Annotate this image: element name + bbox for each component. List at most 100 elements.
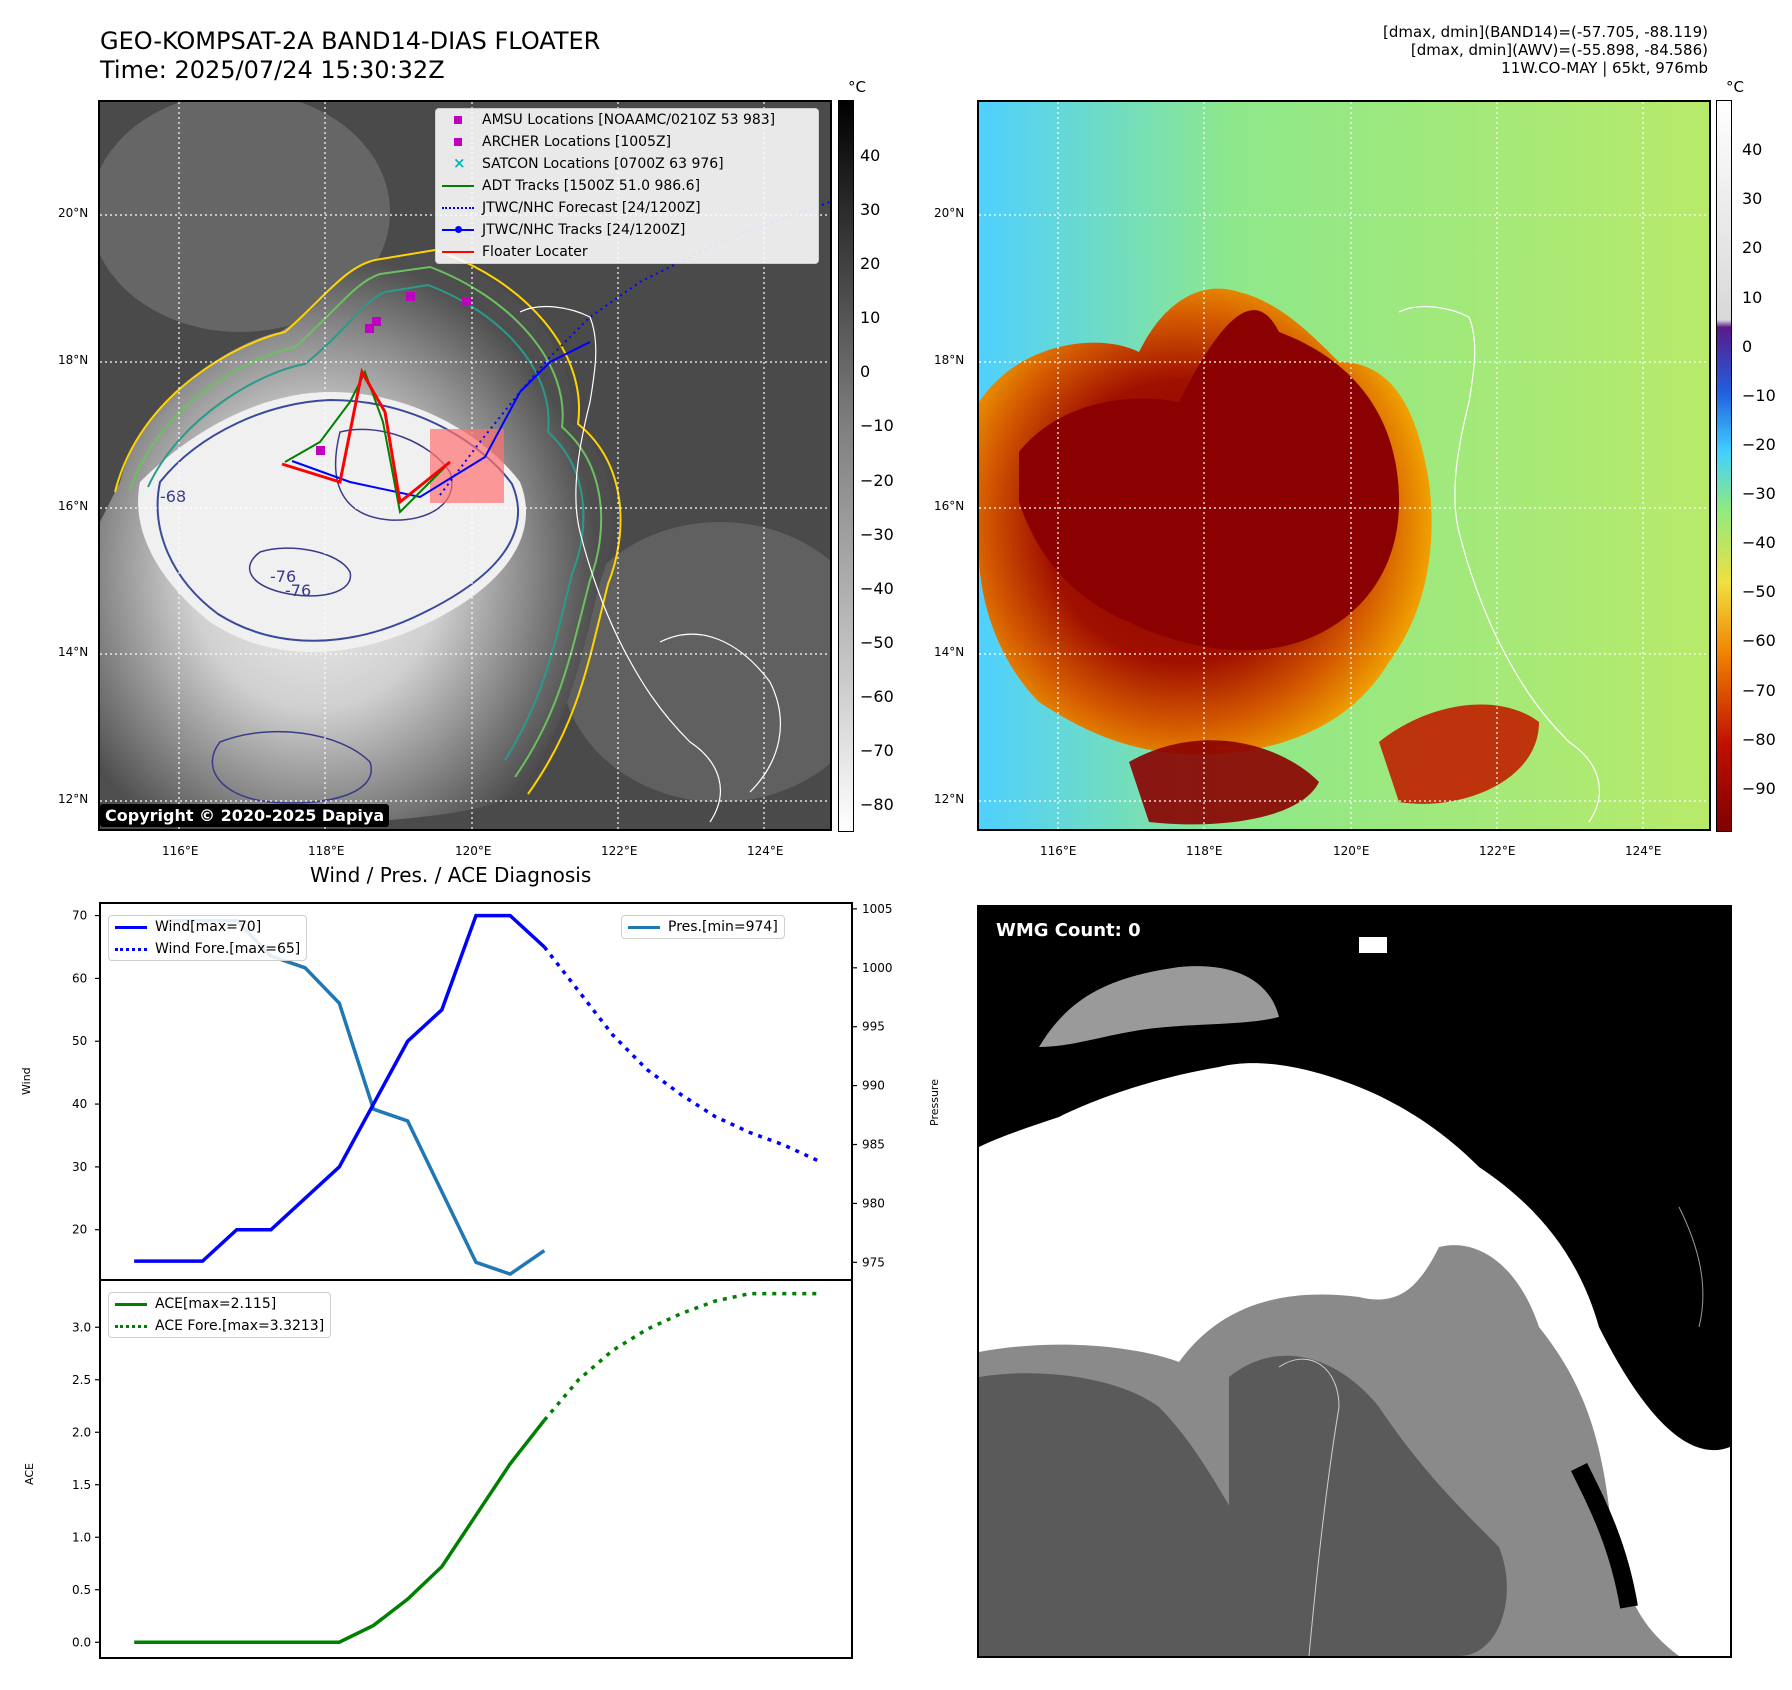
contour-label: -68 [160,487,186,506]
colorbar-tick-label: −50 [1742,582,1776,602]
pressure-tick-label: 1005 [862,902,893,916]
legend-label: Wind[max=70] [155,919,262,935]
lat-label: 18°N [934,353,965,367]
colorbar-tick-label: 30 [1742,189,1763,209]
legend-label: Floater Locater [482,244,588,260]
colorbar-tick-label: −30 [1742,484,1776,504]
wind-tick-label: 30 [72,1160,87,1174]
legend-label: ACE Fore.[max=3.3213] [155,1318,325,1334]
floater-box [430,429,504,503]
wind-line [134,913,546,1263]
lat-label: 12°N [934,792,965,806]
colorbar-tick-label: 0 [860,362,871,382]
colorbar-tick-label: 20 [860,254,881,274]
pressure-tick-label: 995 [862,1020,885,1034]
amsu-markers [316,292,471,455]
stats-header: [dmax, dmin](BAND14)=(-57.705, -88.119) … [1383,23,1708,77]
lon-label: 124°E [1625,844,1662,858]
colorbar-unit: °C [1726,78,1744,96]
legend-label: SATCON Locations [0700Z 63 976] [482,156,724,172]
legend-archer: ARCHER Locations [1005Z] [436,131,818,153]
dotted-line-icon [115,938,147,960]
awv-map-panel [977,100,1711,831]
wmg-imagery [979,907,1730,1656]
legend-label: Pres.[min=974] [668,919,778,935]
legend-label: ADT Tracks [1500Z 51.0 986.6] [482,178,701,194]
colorbar-tick-label: −10 [860,416,894,436]
line-marker-icon [442,175,474,197]
adt-track [284,369,446,515]
colorbar-tick-label: −80 [860,795,894,815]
jtwc-track [291,341,591,499]
lat-label: 14°N [934,645,965,659]
contour-label: -76 [270,567,296,586]
title-line-2: Time: 2025/07/24 15:30:32Z [100,56,445,84]
legend-label: ARCHER Locations [1005Z] [482,134,672,150]
legend-pressure: Pres.[min=974] [622,916,784,938]
ace-tick-label: 2.5 [72,1373,91,1387]
awv-colorbar [1716,100,1732,832]
legend-ace-forecast: ACE Fore.[max=3.3213] [109,1315,330,1337]
ace-tick-label: 3.0 [72,1320,91,1334]
legend-satcon: × SATCON Locations [0700Z 63 976] [436,153,818,175]
wind-tick-label: 50 [72,1034,87,1048]
legend-label: Wind Fore.[max=65] [155,941,301,957]
legend-jtwc-forecast: JTWC/NHC Forecast [24/1200Z] [436,197,818,219]
colorbar-tick-label: −40 [860,578,894,598]
legend-label: JTWC/NHC Tracks [24/1200Z] [482,222,686,238]
line-marker-icon [442,241,474,263]
legend-amsu: AMSU Locations [NOAAMC/0210Z 53 983] [436,109,818,131]
lat-label: 20°N [934,206,965,220]
legend-jtwc-tracks: JTWC/NHC Tracks [24/1200Z] [436,219,818,241]
legend-wind-forecast: Wind Fore.[max=65] [109,938,306,960]
colorbar-tick-label: 40 [1742,140,1763,160]
lon-label: 116°E [162,844,199,858]
ace-tick-label: 2.0 [72,1425,91,1439]
lon-label: 116°E [1040,844,1077,858]
grayscale-colorbar [838,100,854,832]
map-legend: AMSU Locations [NOAAMC/0210Z 53 983] ARC… [435,108,819,264]
pressure-tick-label: 990 [862,1079,885,1093]
colorbar-tick-label: 0 [1742,336,1753,356]
colorbar-tick-label: −50 [860,632,894,652]
awv-imagery [979,102,1709,829]
lon-label: 118°E [308,844,345,858]
colorbar-unit: °C [848,78,866,96]
wind-legend: Wind[max=70] Wind Fore.[max=65] [108,915,308,961]
lon-label: 122°E [601,844,638,858]
colorbar-tick-label: −80 [1742,729,1776,749]
x-marker-icon: × [453,154,466,172]
colorbar-tick-label: 10 [1742,287,1763,307]
storm-info: 11W.CO-MAY | 65kt, 976mb [1501,59,1708,77]
diag-title: Wind / Pres. / ACE Diagnosis [310,863,592,887]
ace-forecast-line [543,1291,818,1422]
band14-stats: [dmax, dmin](BAND14)=(-57.705, -88.119) [1383,23,1708,41]
lon-label: 120°E [455,844,492,858]
colorbar-tick-label: −90 [1742,778,1776,798]
colorbar-tick-label: −20 [1742,434,1776,454]
colorbar-tick-label: −70 [860,741,894,761]
square-marker-icon [442,131,474,153]
pressure-tick-label: 1000 [862,961,893,975]
ace-legend: ACE[max=2.115] ACE Fore.[max=3.3213] [108,1292,332,1338]
legend-wind: Wind[max=70] [109,916,306,938]
wind-tick-label: 60 [72,971,87,985]
dotted-line-icon [442,197,474,219]
legend-ace: ACE[max=2.115] [109,1293,330,1315]
wind-tick-label: 70 [72,909,87,923]
wmg-count-label: WMG Count: 0 [989,917,1148,944]
ace-tick-label: 1.5 [72,1478,91,1492]
colorbar-tick-label: −30 [860,524,894,544]
lat-label: 16°N [934,499,965,513]
pressure-tick-label: 980 [862,1196,885,1210]
title-line-1: GEO-KOMPSAT-2A BAND14-DIAS FLOATER [100,27,601,55]
lat-label: 12°N [58,792,89,806]
pressure-tick-label: 985 [862,1138,885,1152]
lat-label: 18°N [58,353,89,367]
colorbar-tick-label: −20 [860,470,894,490]
square-marker-icon [442,109,474,131]
line-marker-icon [628,916,660,938]
lon-label: 118°E [1186,844,1223,858]
lon-label: 120°E [1333,844,1370,858]
colorbar-tick-label: 10 [860,308,881,328]
